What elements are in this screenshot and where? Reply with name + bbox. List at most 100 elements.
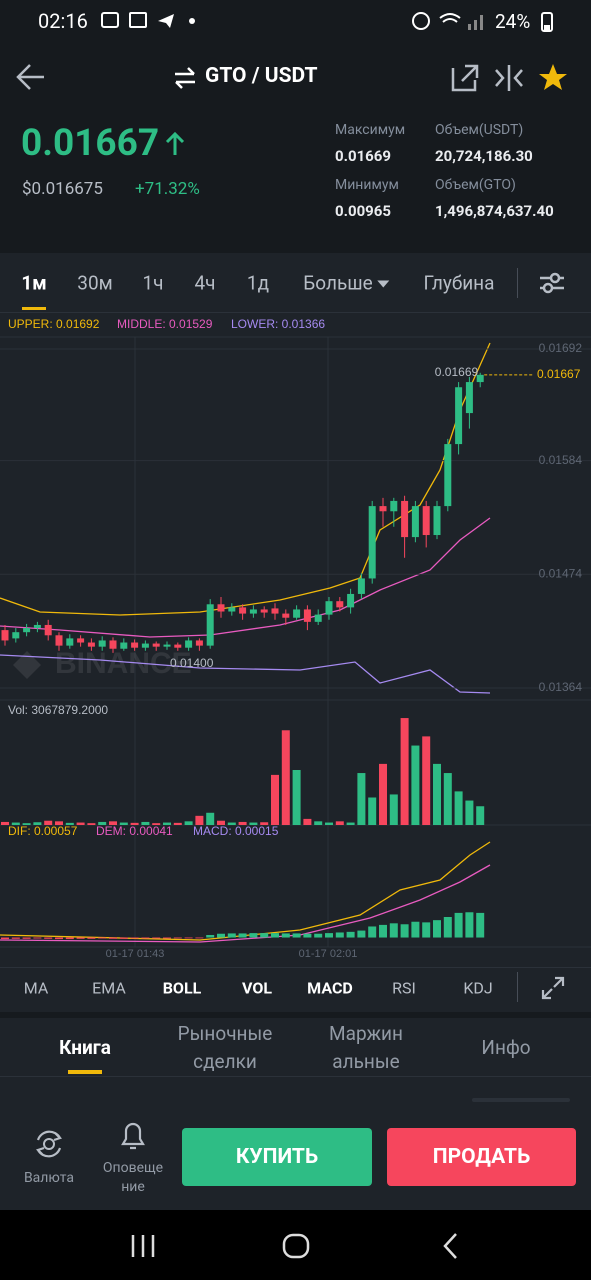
currency-label[interactable]: Валюта xyxy=(23,1170,75,1186)
sell-button[interactable]: ПРОДАТЬ xyxy=(387,1128,576,1186)
macd-bar xyxy=(335,932,344,938)
watermark: BINANCE xyxy=(55,647,192,680)
volume-bar xyxy=(44,820,53,825)
interval-tab[interactable]: Глубина xyxy=(423,271,495,295)
volume-bar xyxy=(173,822,182,825)
interval-tab[interactable]: 1м xyxy=(21,271,47,295)
bottom-tab[interactable]: Маржин альные xyxy=(329,1020,403,1076)
macd-bar xyxy=(98,937,107,939)
macd-legend-macd: MACD: 0.00015 xyxy=(193,824,279,838)
volume-bar xyxy=(119,822,128,825)
macd-bar xyxy=(227,933,236,938)
interval-tab[interactable]: 30м xyxy=(77,271,113,295)
indicator-tab[interactable]: EMA xyxy=(92,978,126,998)
volume-bar xyxy=(303,818,312,825)
indicator-tab[interactable]: RSI xyxy=(392,978,416,998)
chart-settings[interactable] xyxy=(538,270,566,296)
bottom-tab-line: альные xyxy=(332,1050,400,1073)
bottom-tab[interactable]: Инфо xyxy=(481,1034,530,1062)
y-tick-label: 0.01692 xyxy=(539,341,583,355)
interval-tab[interactable]: 1д xyxy=(246,271,270,295)
dropdown-caret xyxy=(377,280,390,288)
volume-bar xyxy=(227,822,236,825)
macd-bar xyxy=(163,937,171,939)
macd-bar xyxy=(357,930,366,938)
alerts-label[interactable]: Оповеще ние xyxy=(103,1159,163,1197)
stat-label: Объем(USDT) xyxy=(435,122,524,138)
interval-tab[interactable]: 1ч xyxy=(142,271,164,295)
dem-line xyxy=(0,864,491,943)
candle-body xyxy=(239,607,247,614)
macd-bar xyxy=(389,923,398,938)
volume-bar xyxy=(465,800,474,825)
volume-bar xyxy=(346,822,355,825)
up-arrow xyxy=(165,131,185,155)
price-change: +71.32% xyxy=(135,179,200,199)
indicator-tab[interactable]: VOL xyxy=(241,978,273,998)
indicator-tab[interactable]: MA xyxy=(23,978,49,998)
candle-body xyxy=(77,638,85,643)
pair-title: GTO / USDT xyxy=(205,64,318,88)
macd-bar xyxy=(195,937,204,939)
volume-bar xyxy=(98,821,107,825)
separator xyxy=(0,967,591,968)
volume-bar xyxy=(292,770,301,825)
bottom-tab[interactable]: Книга xyxy=(59,1034,111,1062)
macd-bar xyxy=(465,912,474,938)
candle-body xyxy=(131,642,139,648)
back-button[interactable] xyxy=(14,62,48,92)
bottom-tab[interactable]: Рыночные сделки xyxy=(178,1020,273,1076)
indicator-tab[interactable]: KDJ xyxy=(463,978,493,998)
candle-body xyxy=(141,643,149,648)
volume-bar xyxy=(443,773,452,825)
macd-bar xyxy=(292,933,301,938)
volume-bar xyxy=(206,812,215,825)
volume-bar xyxy=(141,821,150,825)
alerts-label-line: ние xyxy=(121,1179,145,1195)
interval-tab[interactable]: Больше xyxy=(303,272,390,295)
interval-tab[interactable]: 4ч xyxy=(194,271,216,295)
candle-body xyxy=(336,601,344,608)
volume-bar xyxy=(11,822,20,825)
separator xyxy=(0,1012,591,1018)
candle-body xyxy=(271,608,279,614)
bottom-tab-line: Рыночные xyxy=(177,1022,273,1045)
macd-bar xyxy=(33,937,42,939)
stat-label: Объем(GTO) xyxy=(435,177,516,193)
volume-bar xyxy=(411,745,420,825)
candle-body xyxy=(368,506,376,579)
candle-body xyxy=(401,500,409,538)
swap-icon[interactable] xyxy=(172,66,198,90)
volume-bar xyxy=(33,822,42,825)
macd-bar xyxy=(271,933,279,938)
placeholder-bar xyxy=(472,1098,570,1102)
candle-body xyxy=(465,382,473,414)
alerts-icon[interactable] xyxy=(118,1118,148,1152)
candle-body xyxy=(195,640,203,646)
high-marker: 0.01669 xyxy=(435,365,479,379)
macd-bar xyxy=(65,937,74,940)
candle-body xyxy=(249,609,257,614)
candle-body xyxy=(379,506,387,512)
volume-bar xyxy=(65,822,74,825)
candle-body xyxy=(455,387,463,445)
battery-level: 24% xyxy=(495,10,531,33)
volume-bar xyxy=(55,821,63,825)
currency-icon[interactable] xyxy=(33,1128,65,1160)
macd-bar xyxy=(346,931,355,938)
candle-body xyxy=(444,444,452,507)
bottom-tab-line: сделки xyxy=(193,1050,257,1073)
divider xyxy=(517,972,518,1002)
volume-bar xyxy=(389,794,398,825)
last-price: 0.01667 xyxy=(21,122,160,165)
dif-line xyxy=(0,841,491,941)
candle-body xyxy=(260,609,268,613)
macd-bar xyxy=(454,912,463,938)
macd-bar xyxy=(44,937,53,939)
buy-button[interactable]: КУПИТЬ xyxy=(182,1128,372,1186)
indicator-tab[interactable]: MACD xyxy=(307,978,353,998)
indicator-tab[interactable]: BOLL xyxy=(162,978,202,998)
macd-bar xyxy=(184,937,193,939)
candle-body xyxy=(109,640,117,649)
fullscreen-button[interactable] xyxy=(541,976,565,1000)
